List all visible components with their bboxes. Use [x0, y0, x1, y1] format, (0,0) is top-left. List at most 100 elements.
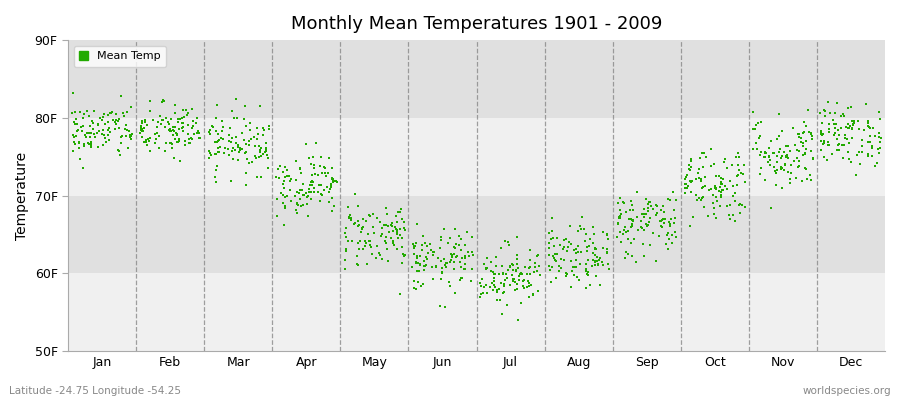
Point: [486, 269, 500, 275]
Point: [209, 115, 223, 121]
Point: [585, 263, 599, 270]
Point: [722, 212, 736, 218]
Point: [506, 276, 520, 282]
Point: [223, 139, 238, 146]
Point: [800, 176, 814, 182]
Point: [211, 144, 225, 151]
Point: [405, 264, 419, 270]
Point: [407, 278, 421, 284]
Point: [247, 134, 261, 140]
Point: [176, 128, 190, 134]
Point: [520, 278, 535, 284]
Point: [707, 211, 722, 218]
Point: [328, 178, 343, 184]
Point: [460, 229, 474, 235]
Point: [523, 247, 537, 254]
Point: [142, 135, 157, 142]
Point: [284, 176, 299, 182]
Point: [284, 198, 298, 204]
Point: [500, 267, 515, 274]
Point: [138, 116, 152, 123]
Point: [703, 146, 717, 153]
Point: [489, 254, 503, 260]
Point: [629, 258, 643, 265]
Point: [592, 254, 607, 261]
Point: [418, 262, 432, 269]
Point: [76, 111, 91, 118]
Point: [610, 234, 625, 240]
Point: [502, 264, 517, 270]
Point: [156, 116, 170, 123]
Point: [187, 131, 202, 137]
Point: [611, 200, 625, 206]
Point: [292, 186, 307, 193]
Point: [678, 176, 692, 182]
Point: [318, 165, 332, 171]
Point: [774, 155, 788, 162]
Point: [438, 260, 453, 266]
Point: [96, 111, 111, 117]
Point: [68, 109, 82, 115]
Point: [821, 142, 835, 148]
Point: [363, 238, 377, 244]
Point: [649, 202, 663, 208]
Point: [683, 178, 698, 184]
Point: [680, 172, 694, 178]
Point: [851, 149, 866, 155]
Point: [449, 253, 464, 259]
Point: [364, 243, 378, 250]
Point: [758, 149, 772, 156]
Point: [843, 104, 858, 110]
Point: [718, 183, 733, 189]
Point: [94, 117, 109, 124]
Point: [626, 216, 640, 223]
Point: [208, 151, 222, 157]
Point: [596, 262, 610, 268]
Point: [792, 162, 806, 169]
Point: [122, 132, 137, 138]
Point: [678, 181, 692, 188]
Point: [167, 124, 182, 130]
Point: [326, 178, 340, 184]
Point: [448, 241, 463, 248]
Point: [509, 267, 524, 274]
Point: [613, 207, 627, 214]
Point: [779, 153, 794, 159]
Point: [582, 282, 597, 288]
Point: [82, 130, 96, 137]
Point: [357, 242, 372, 249]
Point: [569, 246, 583, 252]
Point: [483, 284, 498, 290]
Point: [217, 150, 231, 156]
Point: [682, 167, 697, 174]
Point: [253, 149, 267, 156]
Point: [623, 206, 637, 213]
Point: [208, 128, 222, 134]
Point: [457, 266, 472, 272]
Point: [343, 211, 357, 218]
Point: [796, 152, 811, 159]
Point: [851, 118, 866, 124]
Point: [363, 213, 377, 219]
Point: [544, 278, 558, 285]
Point: [161, 126, 176, 133]
Point: [684, 163, 698, 170]
Point: [111, 118, 125, 124]
Point: [275, 169, 290, 176]
Point: [71, 126, 86, 133]
Point: [625, 217, 639, 224]
Point: [658, 216, 672, 223]
Point: [656, 220, 670, 226]
Point: [176, 107, 191, 114]
Point: [304, 189, 319, 195]
Point: [115, 110, 130, 116]
Point: [828, 130, 842, 136]
Point: [260, 165, 274, 171]
Point: [842, 123, 857, 129]
Point: [392, 226, 407, 232]
Point: [728, 190, 742, 196]
Point: [347, 220, 362, 226]
Point: [564, 258, 579, 264]
Point: [166, 155, 181, 162]
Point: [762, 154, 777, 160]
